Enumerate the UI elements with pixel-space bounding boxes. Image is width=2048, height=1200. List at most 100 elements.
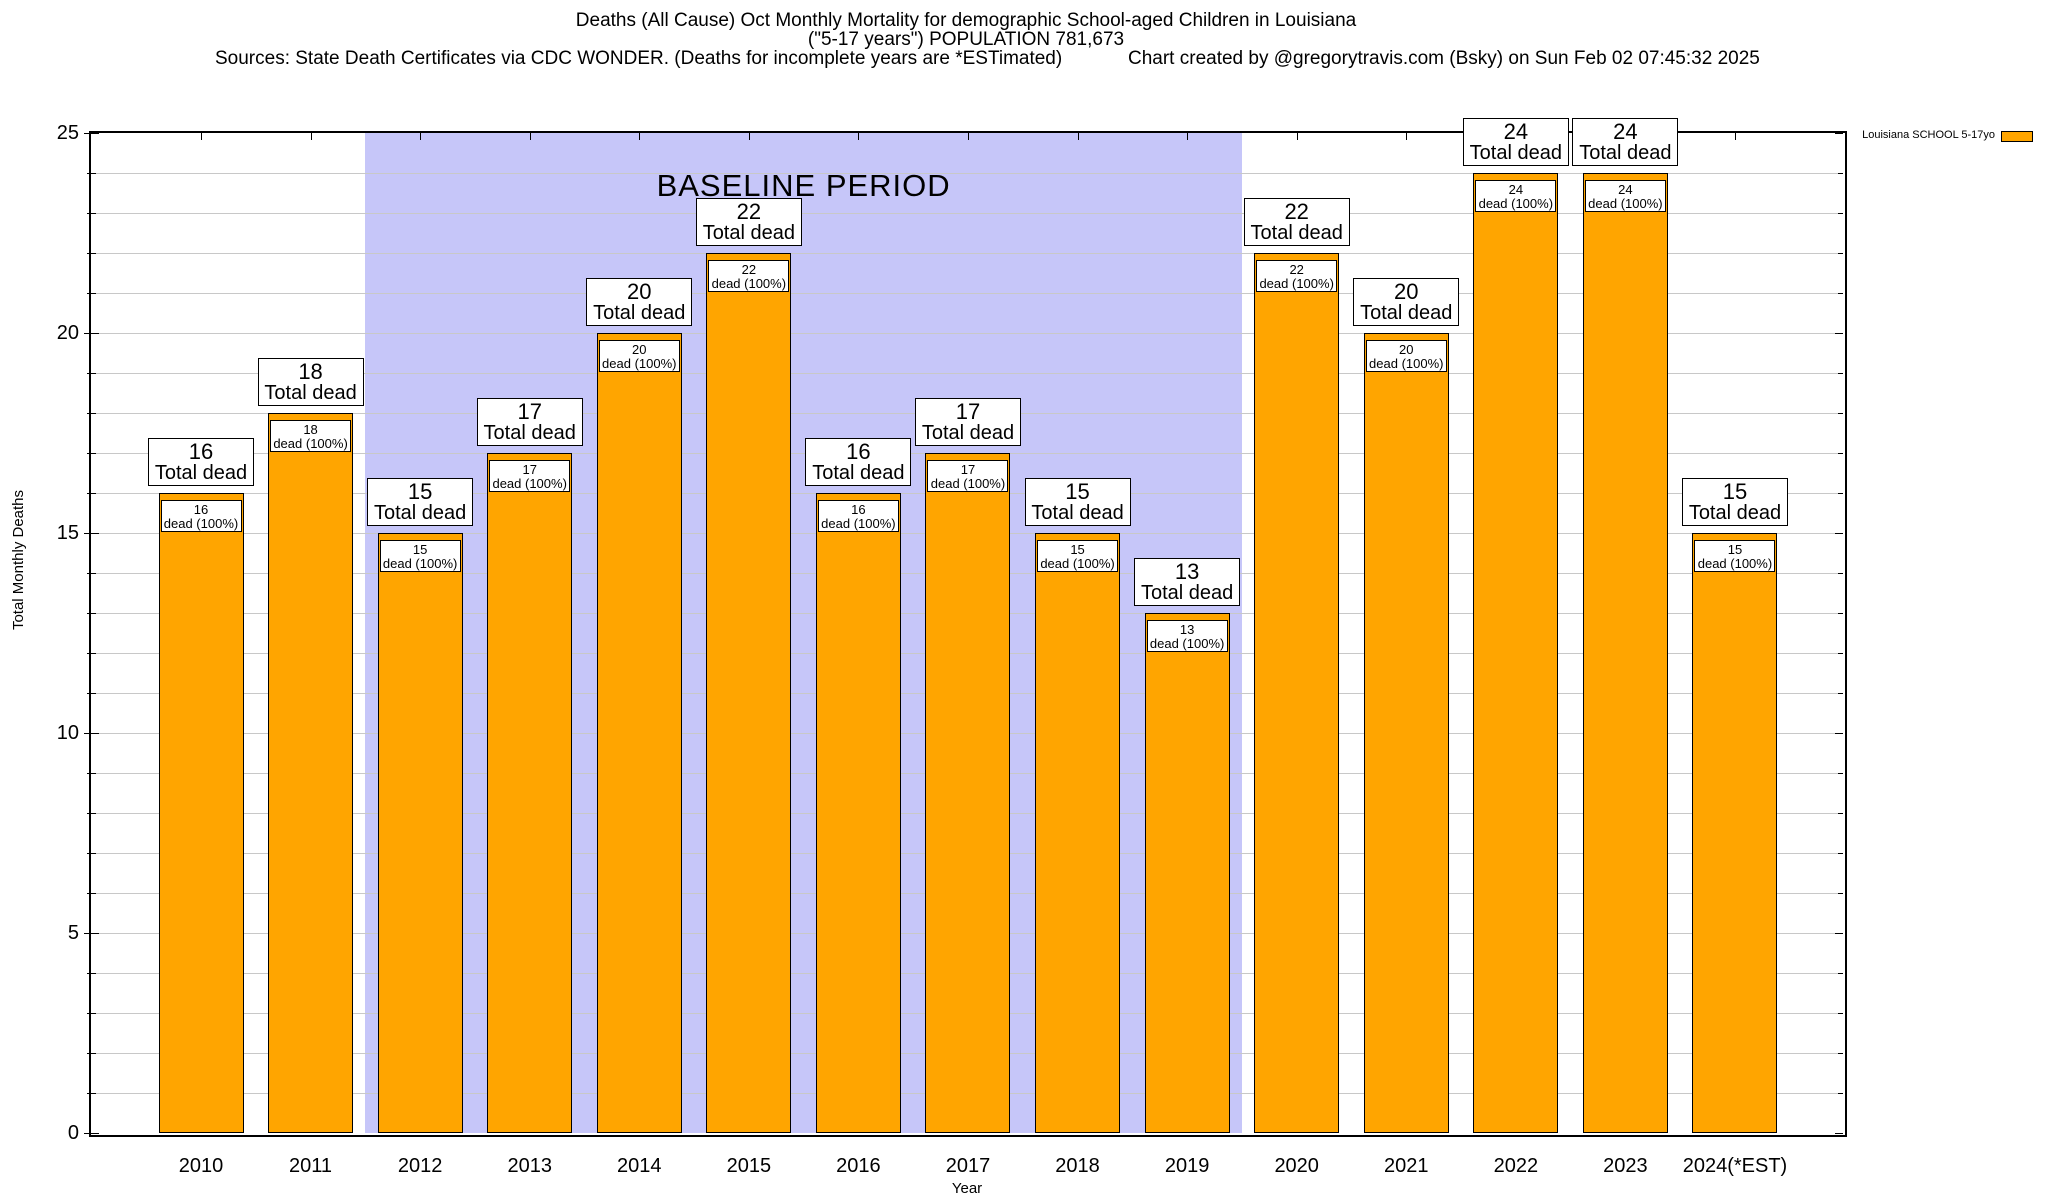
- bar-inner-label: 24 dead (100%): [1584, 180, 1666, 212]
- bar-inner-text: dead (100%): [492, 476, 567, 491]
- y-tick-mark: [1838, 213, 1843, 214]
- bar-inner-label: 20 dead (100%): [598, 340, 680, 372]
- x-axis-title: Year: [951, 1180, 983, 1197]
- gridline: [91, 333, 1843, 334]
- bar-2013: 17 dead (100%): [487, 453, 573, 1133]
- x-tick-label: 2016: [836, 1155, 881, 1177]
- bar-inner-value: 15: [412, 542, 428, 557]
- bar-inner-value: 22: [741, 262, 757, 277]
- bar-2019: 13 dead (100%): [1144, 613, 1230, 1133]
- bar-inner-value: 18: [303, 422, 318, 437]
- bar-inner-text: dead (100%): [930, 476, 1006, 491]
- bar-2023: 24 dead (100%): [1582, 173, 1668, 1133]
- bar-inner-label: 15 dead (100%): [379, 540, 461, 572]
- bar-total-label: 17 Total dead: [914, 398, 1021, 446]
- y-tick-mark: [87, 1093, 91, 1094]
- bar-2024(*EST): 15 dead (100%): [1692, 533, 1778, 1133]
- x-tick-label: 2021: [1384, 1155, 1429, 1177]
- y-tick-mark: [87, 413, 91, 414]
- y-tick-mark: [91, 733, 99, 734]
- y-tick-mark: [91, 893, 96, 894]
- y-tick-mark: [1838, 373, 1843, 374]
- y-tick-label: 25: [56, 122, 79, 144]
- y-tick-mark: [87, 613, 91, 614]
- bar-inner-text: dead (100%): [821, 516, 896, 531]
- bar-inner-label: 17 dead (100%): [927, 460, 1009, 492]
- y-tick-mark: [1835, 933, 1843, 934]
- gridline: [91, 293, 1843, 294]
- bar-inner-label: 15 dead (100%): [1037, 540, 1119, 572]
- bar-2020: 22 dead (100%): [1254, 253, 1340, 1133]
- x-tick-mark: [310, 133, 312, 140]
- bar-2018: 15 dead (100%): [1035, 533, 1121, 1133]
- bar-inner-text: dead (100%): [1149, 636, 1225, 651]
- bar-total-text: Total dead: [1250, 222, 1343, 244]
- bar-2012: 15 dead (100%): [377, 533, 463, 1133]
- bar-inner-text: dead (100%): [1697, 556, 1773, 571]
- bar-inner-text: dead (100%): [163, 516, 239, 531]
- bar-total-value: 15: [1065, 479, 1090, 504]
- bar-inner-label: 22 dead (100%): [1256, 260, 1338, 292]
- y-tick-mark: [91, 413, 96, 414]
- bar-total-value: 16: [188, 439, 214, 464]
- y-tick-mark: [87, 173, 91, 174]
- bar-2015: 22 dead (100%): [706, 253, 792, 1133]
- bar-inner-text: dead (100%): [1369, 356, 1444, 371]
- x-tick-label: 2018: [1055, 1155, 1100, 1177]
- y-tick-mark: [91, 653, 96, 654]
- x-tick-mark: [639, 133, 641, 140]
- y-tick-mark: [91, 133, 99, 134]
- x-tick-mark: [1187, 133, 1189, 140]
- gridline: [91, 173, 1843, 174]
- bar-2017: 17 dead (100%): [925, 453, 1011, 1133]
- y-tick-mark: [87, 493, 91, 494]
- bar-inner-value: 17: [522, 462, 537, 477]
- baseline-label: BASELINE PERIOD: [656, 168, 951, 203]
- y-tick-mark: [1838, 453, 1843, 454]
- y-tick-mark: [87, 973, 91, 974]
- y-tick-label: 5: [67, 922, 79, 944]
- bar-total-value: 20: [1394, 279, 1419, 304]
- bar-total-label: 15 Total dead: [1024, 478, 1131, 526]
- x-tick-label: 2023: [1603, 1155, 1648, 1177]
- y-tick-mark: [91, 1133, 99, 1134]
- bar-total-text: Total dead: [1031, 502, 1124, 524]
- x-tick-mark: [1077, 133, 1079, 140]
- bar-total-label: 17 Total dead: [476, 398, 583, 446]
- y-tick-mark: [1838, 693, 1843, 694]
- x-tick-label: 2010: [178, 1155, 224, 1177]
- y-tick-mark: [91, 333, 99, 334]
- bar-total-value: 16: [846, 439, 871, 464]
- bar-total-label: 16 Total dead: [805, 438, 912, 486]
- bar-total-label: 18 Total dead: [257, 358, 364, 406]
- bar-total-label: 15 Total dead: [1681, 478, 1788, 526]
- y-tick-mark: [1838, 493, 1843, 494]
- legend-label: Louisiana SCHOOL 5-17yo: [1862, 129, 1995, 141]
- y-tick-mark: [1838, 613, 1843, 614]
- y-tick-mark: [91, 933, 99, 934]
- y-tick-mark: [1838, 253, 1843, 254]
- bar-total-text: Total dead: [154, 462, 248, 484]
- chart-title-line1: Deaths (All Cause) Oct Monthly Mortality…: [575, 10, 1357, 31]
- y-tick-mark: [91, 853, 96, 854]
- bar-total-value: 24: [1503, 119, 1529, 144]
- x-tick-mark: [967, 133, 969, 140]
- y-tick-mark: [84, 1133, 91, 1134]
- bar-total-value: 24: [1613, 119, 1638, 144]
- gridline: [91, 253, 1843, 254]
- bar-inner-label: 15 dead (100%): [1694, 540, 1776, 572]
- y-tick-mark: [1838, 573, 1843, 574]
- bar-total-label: 20 Total dead: [1353, 278, 1460, 326]
- x-tick-mark: [1406, 133, 1408, 140]
- y-tick-mark: [91, 1053, 96, 1054]
- y-tick-mark: [87, 573, 91, 574]
- bar-total-value: 15: [1722, 479, 1748, 504]
- y-tick-mark: [91, 773, 96, 774]
- bar-inner-label: 20 dead (100%): [1365, 340, 1447, 372]
- bar-total-value: 22: [1284, 199, 1309, 224]
- y-tick-mark: [91, 1093, 96, 1094]
- y-tick-mark: [87, 653, 91, 654]
- y-tick-mark: [84, 733, 91, 734]
- x-tick-mark: [858, 133, 860, 140]
- chart-title-line2: ("5-17 years") POPULATION 781,673: [807, 29, 1125, 50]
